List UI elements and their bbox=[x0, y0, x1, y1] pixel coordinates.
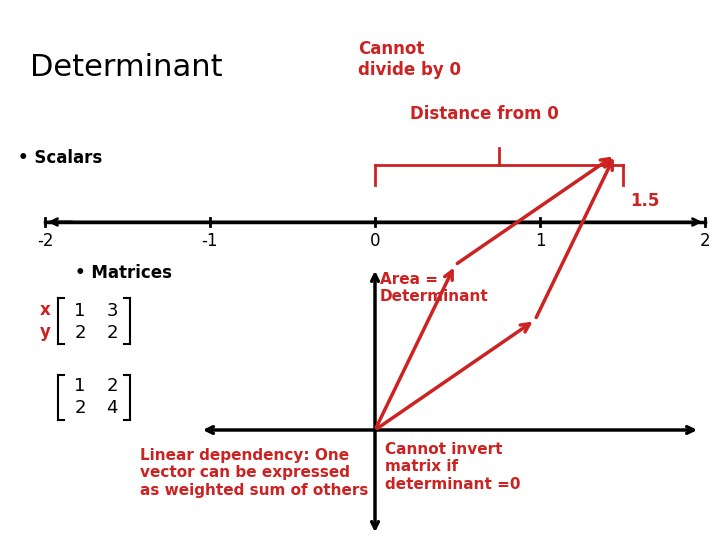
Text: Distance from 0: Distance from 0 bbox=[410, 105, 559, 123]
Text: 1: 1 bbox=[74, 302, 86, 320]
Text: 1: 1 bbox=[74, 377, 86, 395]
Text: 0: 0 bbox=[370, 232, 380, 250]
Text: -2: -2 bbox=[37, 232, 53, 250]
Text: • Scalars: • Scalars bbox=[18, 149, 102, 167]
Text: 2: 2 bbox=[107, 377, 118, 395]
Text: Cannot
divide by 0: Cannot divide by 0 bbox=[358, 40, 461, 79]
Text: x: x bbox=[40, 301, 50, 319]
Text: 2: 2 bbox=[700, 232, 711, 250]
Text: 1: 1 bbox=[535, 232, 545, 250]
Text: 1.5: 1.5 bbox=[631, 192, 660, 210]
Text: 3: 3 bbox=[107, 302, 118, 320]
Text: Linear dependency: One
vector can be expressed
as weighted sum of others: Linear dependency: One vector can be exp… bbox=[140, 448, 369, 498]
Text: 2: 2 bbox=[107, 324, 118, 342]
Text: Determinant: Determinant bbox=[30, 53, 222, 83]
Text: • Matrices: • Matrices bbox=[75, 264, 172, 282]
Text: 4: 4 bbox=[107, 399, 118, 417]
Text: y: y bbox=[40, 323, 51, 341]
Text: -1: -1 bbox=[202, 232, 218, 250]
Text: Cannot invert
matrix if
determinant =0: Cannot invert matrix if determinant =0 bbox=[385, 442, 521, 492]
Text: 2: 2 bbox=[74, 399, 86, 417]
Text: 2: 2 bbox=[74, 324, 86, 342]
Text: Area =
Determinant: Area = Determinant bbox=[380, 272, 489, 305]
